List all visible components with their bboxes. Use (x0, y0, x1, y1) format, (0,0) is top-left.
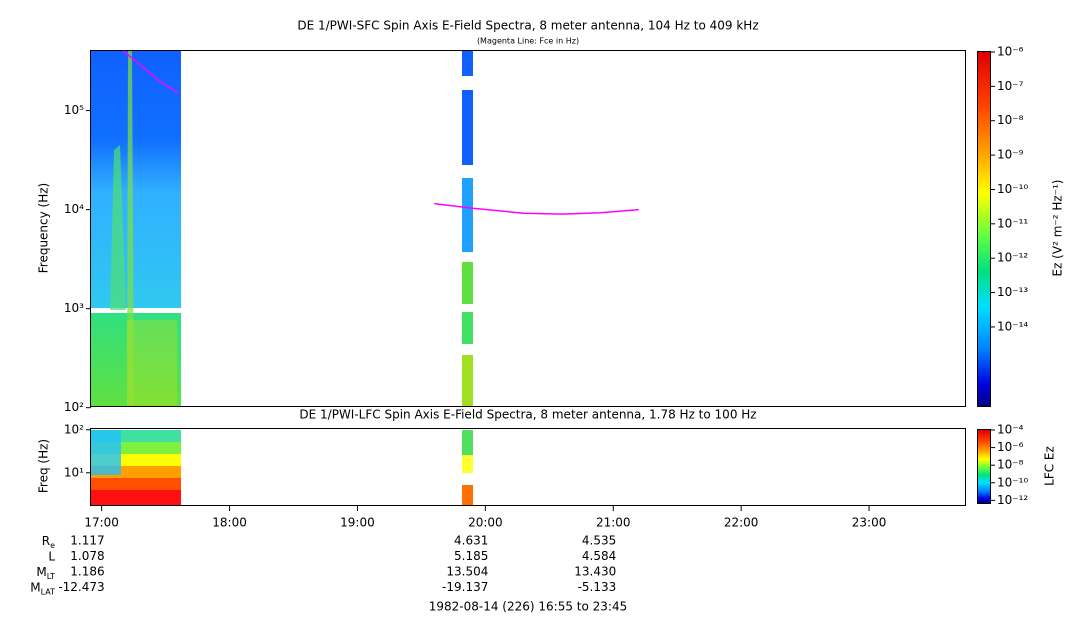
y-axis-label: Frequency (Hz) (37, 183, 51, 274)
colorbar-tick-label: 10⁻⁹ (997, 148, 1024, 162)
ephemeris-label-sub: e (50, 541, 55, 550)
fce-line (122, 50, 639, 215)
plot-frame (90, 428, 966, 506)
ephemeris-value: 5.185 (454, 549, 488, 563)
chart-subtitle: (Magenta Line: Fce in Hz) (477, 37, 579, 46)
ephemeris-label: Re (42, 534, 55, 550)
colorbar-label: LFC Ez (1043, 446, 1057, 486)
ephemeris-label-main: M (36, 565, 46, 579)
colorbar (978, 430, 990, 503)
y-tick-label: 10⁵ (64, 103, 84, 117)
ephemeris-value: -19.137 (442, 580, 488, 594)
x-tick-label: 20:00 (468, 516, 503, 530)
ephemeris-value: 1.186 (70, 565, 104, 579)
ephemeris-label-sub: LAT (41, 587, 55, 596)
ephemeris-value: -5.133 (578, 580, 617, 594)
x-tick-label: 18:00 (212, 516, 247, 530)
colorbar-tick-label: 10⁻¹¹ (997, 216, 1028, 230)
ephemeris-label: MLT (36, 565, 55, 581)
x-tick-label: 19:00 (340, 516, 375, 530)
colorbar-tick-label: 10⁻⁴ (997, 423, 1024, 437)
ephemeris-label-main: M (30, 580, 40, 594)
ephemeris-label-main: R (42, 534, 50, 548)
ephemeris-label-main: L (48, 549, 55, 563)
chart-title: DE 1/PWI-SFC Spin Axis E-Field Spectra, … (297, 19, 758, 33)
ephemeris-value: 1.078 (70, 549, 104, 563)
colorbar-tick-label: 10⁻¹³ (997, 285, 1028, 299)
ephemeris-value: 4.535 (582, 534, 616, 548)
ephemeris-label: L (48, 549, 55, 563)
y-tick-label: 10³ (64, 301, 84, 315)
colorbar (978, 52, 990, 406)
ephemeris-value: 4.584 (582, 549, 616, 563)
ephemeris-label-sub: LT (47, 572, 55, 581)
colorbar-tick-label: 10⁻⁸ (997, 113, 1024, 127)
colorbar-tick-label: 10⁻¹² (997, 251, 1028, 265)
colorbar-tick-label: 10⁻⁷ (997, 79, 1024, 93)
x-tick-label: 22:00 (724, 516, 759, 530)
y-tick-label: 10² (64, 422, 84, 436)
y-tick-label: 10¹ (64, 465, 84, 479)
ephemeris-label: MLAT (30, 580, 55, 596)
ephemeris-value: 1.117 (70, 534, 104, 548)
colorbar-tick-label: 10⁻¹² (997, 493, 1028, 507)
ephemeris-value: 4.631 (454, 534, 488, 548)
colorbar-label: Ez (V² m⁻² Hz⁻¹) (1051, 179, 1065, 276)
colorbar-tick-label: 10⁻¹⁰ (997, 182, 1028, 196)
colorbar-frame (977, 51, 991, 407)
chart-title: DE 1/PWI-LFC Spin Axis E-Field Spectra, … (299, 408, 756, 422)
plot-frame (90, 50, 966, 407)
colorbar-tick-label: 10⁻⁶ (997, 440, 1024, 454)
spectrogram (91, 50, 473, 505)
colorbar-tick-label: 10⁻⁶ (997, 45, 1024, 59)
x-tick-label: 23:00 (852, 516, 887, 530)
y-tick-label: 10² (64, 400, 84, 414)
x-tick-label: 17:00 (84, 516, 119, 530)
footer: 1982-08-14 (226) 16:55 to 23:45 (429, 600, 627, 614)
x-tick-label: 21:00 (596, 516, 631, 530)
y-tick-label: 10⁴ (64, 202, 84, 216)
ephemeris-value: -12.473 (58, 580, 104, 594)
colorbar-tick-label: 10⁻¹⁰ (997, 475, 1028, 489)
ephemeris-value: 13.504 (446, 565, 488, 579)
ephemeris-value: 13.430 (574, 565, 616, 579)
y-axis-label: Freq (Hz) (37, 439, 51, 493)
colorbar-tick-label: 10⁻¹⁴ (997, 319, 1028, 333)
colorbar-tick-label: 10⁻⁸ (997, 458, 1024, 472)
colorbar-frame (977, 429, 991, 504)
